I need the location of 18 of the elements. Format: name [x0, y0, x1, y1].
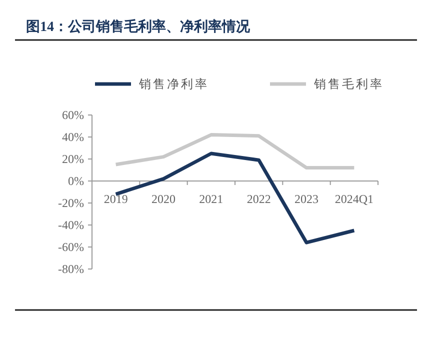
y-tick-label: 60% — [62, 108, 84, 122]
y-tick-label: -20% — [58, 196, 84, 210]
x-tick-label: 2023 — [294, 192, 318, 206]
y-tick-label: -80% — [58, 262, 84, 276]
x-tick-label: 2020 — [152, 192, 176, 206]
x-tick-label: 2024Q1 — [334, 192, 374, 206]
y-tick-label: 0% — [68, 174, 84, 188]
y-tick-label: 20% — [62, 152, 84, 166]
legend-label: 销售毛利率 — [313, 77, 384, 91]
legend-label: 销售净利率 — [138, 77, 209, 91]
x-tick-label: 2019 — [104, 192, 128, 206]
x-tick-label: 2022 — [246, 192, 271, 206]
y-tick-label: -60% — [58, 240, 84, 254]
y-tick-label: 40% — [62, 130, 84, 144]
x-tick-label: 2021 — [199, 192, 224, 206]
line-series — [114, 133, 356, 170]
y-tick-label: -40% — [58, 218, 84, 232]
chart-title: 图14：公司销售毛利率、净利率情况 — [26, 18, 251, 35]
